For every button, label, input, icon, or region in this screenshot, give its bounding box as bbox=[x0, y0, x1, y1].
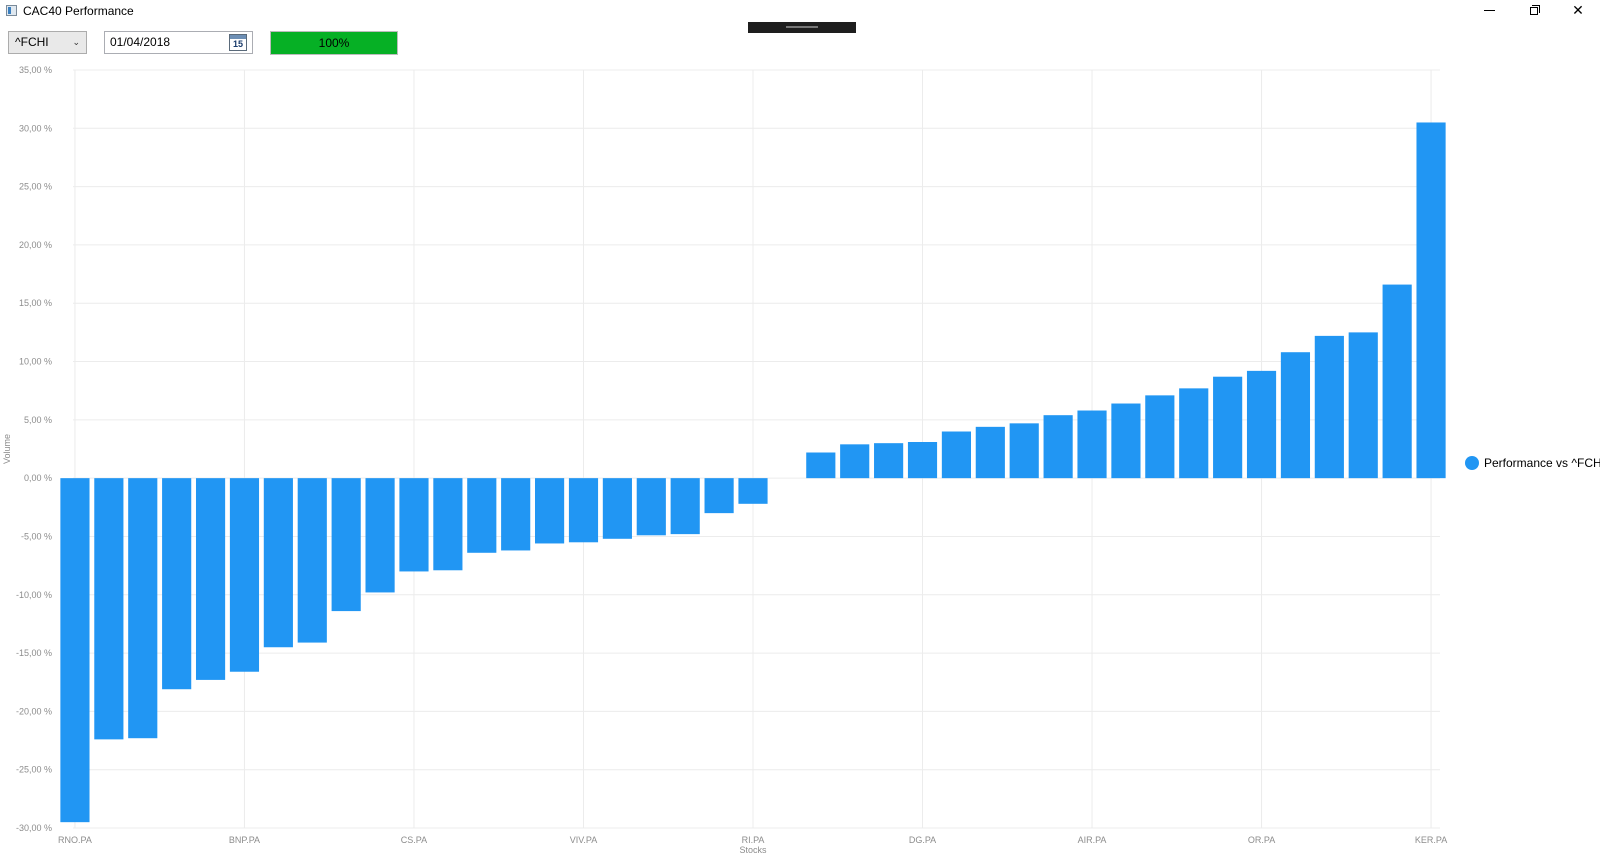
x-tick-label: RNO.PA bbox=[58, 835, 92, 845]
bar bbox=[568, 478, 599, 543]
drag-handle[interactable] bbox=[748, 22, 856, 33]
bar bbox=[297, 478, 327, 643]
x-tick-label: VIV.PA bbox=[570, 835, 598, 845]
date-field[interactable]: 01/04/2018 bbox=[104, 31, 253, 54]
x-tick-label: KER.PA bbox=[1415, 835, 1447, 845]
y-tick-label: 25,00 % bbox=[19, 182, 52, 192]
bar bbox=[331, 478, 361, 612]
bar bbox=[399, 478, 429, 572]
bar bbox=[162, 478, 192, 690]
bar bbox=[1280, 352, 1311, 479]
bar bbox=[1077, 410, 1107, 479]
calendar-icon-day: 15 bbox=[232, 39, 243, 49]
y-tick-label: -25,00 % bbox=[16, 765, 52, 775]
x-tick-label: BNP.PA bbox=[229, 835, 260, 845]
bar bbox=[263, 478, 293, 648]
close-icon: ✕ bbox=[1572, 2, 1584, 18]
bar bbox=[1382, 284, 1412, 479]
y-tick-label: 15,00 % bbox=[19, 298, 52, 308]
legend-label: Performance vs ^FCHI bbox=[1484, 456, 1600, 470]
bar bbox=[602, 478, 632, 539]
bar bbox=[941, 431, 971, 479]
x-tick-label: AIR.PA bbox=[1078, 835, 1107, 845]
bar bbox=[738, 478, 768, 504]
chevron-down-icon: ⌄ bbox=[72, 37, 80, 47]
progress-bar-label: 100% bbox=[318, 36, 350, 50]
restore-icon bbox=[1530, 7, 1538, 15]
y-tick-label: -5,00 % bbox=[21, 531, 52, 541]
bar bbox=[636, 478, 666, 536]
bar bbox=[467, 478, 497, 553]
bar bbox=[1213, 376, 1243, 479]
minimize-icon bbox=[1484, 10, 1495, 11]
bar bbox=[704, 478, 734, 514]
progress-bar-fill bbox=[271, 32, 397, 54]
symbol-dropdown[interactable]: ^FCHI ⌄ bbox=[8, 31, 87, 54]
bar bbox=[535, 478, 565, 544]
bar bbox=[975, 426, 1005, 479]
window-title: CAC40 Performance bbox=[23, 4, 134, 18]
bar bbox=[60, 478, 90, 823]
y-axis-title: Volume bbox=[2, 434, 12, 464]
bar bbox=[365, 478, 395, 593]
bar bbox=[670, 478, 700, 535]
x-tick-label: CS.PA bbox=[401, 835, 427, 845]
x-tick-label: RI.PA bbox=[742, 835, 765, 845]
bar bbox=[907, 442, 938, 479]
bar bbox=[128, 478, 158, 739]
restore-icon-back bbox=[1532, 5, 1540, 13]
bar bbox=[806, 452, 836, 479]
bar bbox=[1111, 403, 1141, 479]
close-button[interactable]: ✕ bbox=[1556, 0, 1600, 22]
progress-bar: 100% bbox=[270, 31, 398, 55]
y-tick-label: 0,00 % bbox=[24, 473, 52, 483]
minimize-button[interactable] bbox=[1467, 0, 1511, 22]
x-tick-label: OR.PA bbox=[1248, 835, 1275, 845]
restore-button[interactable] bbox=[1512, 0, 1556, 22]
y-tick-label: -30,00 % bbox=[16, 823, 52, 833]
bar bbox=[874, 443, 904, 479]
bar bbox=[433, 478, 463, 571]
bar bbox=[195, 478, 226, 680]
bar bbox=[1043, 415, 1073, 479]
y-tick-label: 5,00 % bbox=[24, 415, 52, 425]
bar bbox=[1348, 332, 1378, 479]
y-tick-label: 20,00 % bbox=[19, 240, 52, 250]
y-tick-label: -15,00 % bbox=[16, 648, 52, 658]
bar bbox=[1246, 370, 1277, 479]
bar bbox=[1314, 335, 1344, 479]
legend-swatch bbox=[1465, 456, 1479, 470]
performance-chart: 35,00 % 30,00 % 25,00 % 20,00 % 15,00 % 10,00… bbox=[2, 65, 1600, 855]
symbol-dropdown-value: ^FCHI bbox=[15, 35, 49, 49]
y-tick-label: 30,00 % bbox=[19, 123, 52, 133]
bar bbox=[840, 444, 870, 479]
y-tick-label: -10,00 % bbox=[16, 590, 52, 600]
bar bbox=[501, 478, 531, 551]
bar bbox=[94, 478, 124, 740]
bar bbox=[1009, 423, 1039, 479]
x-axis-title: Stocks bbox=[739, 845, 767, 855]
bar bbox=[229, 478, 260, 672]
bar bbox=[1145, 395, 1175, 479]
calendar-icon[interactable]: 15 bbox=[229, 34, 247, 51]
bar bbox=[1179, 388, 1209, 479]
y-tick-label: -20,00 % bbox=[16, 706, 52, 716]
title-bar: CAC40 Performance ✕ bbox=[0, 0, 1600, 24]
x-tick-label: DG.PA bbox=[909, 835, 936, 845]
bar bbox=[1416, 122, 1446, 479]
date-field-value: 01/04/2018 bbox=[110, 35, 171, 49]
y-tick-label: 35,00 % bbox=[19, 65, 52, 75]
y-tick-label: 10,00 % bbox=[19, 357, 52, 367]
app-icon bbox=[6, 5, 17, 16]
